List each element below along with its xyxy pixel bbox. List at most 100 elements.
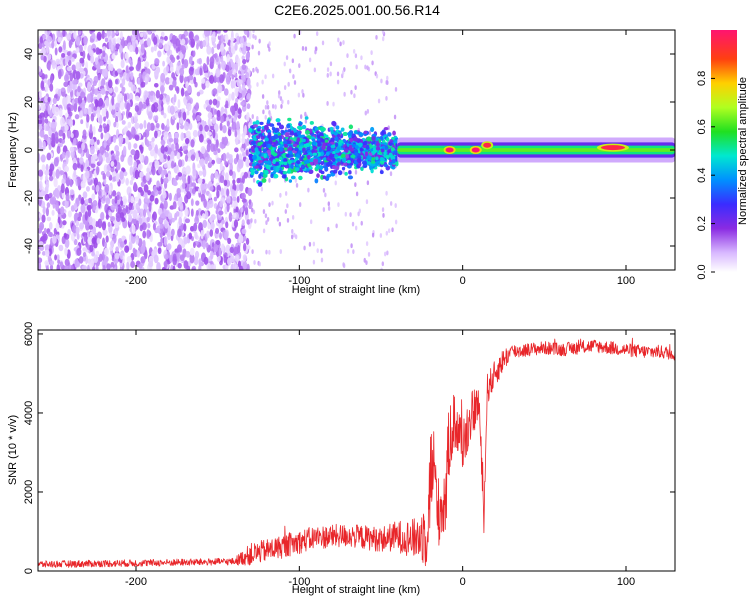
spectrogram-cell bbox=[225, 64, 230, 73]
spectrogram-cell bbox=[52, 235, 57, 244]
spectrogram-cell bbox=[67, 107, 71, 115]
spectrogram-cell bbox=[155, 122, 160, 129]
spectrogram-cell bbox=[90, 113, 95, 122]
spectrogram-cell bbox=[63, 97, 68, 106]
spectrogram-cell bbox=[48, 175, 54, 181]
spectrogram-cell bbox=[147, 111, 153, 120]
spectrogram-cell bbox=[108, 211, 113, 217]
spectrogram-cell bbox=[297, 92, 301, 98]
spectrogram-cell bbox=[64, 258, 70, 267]
spectrogram-cell bbox=[207, 139, 212, 145]
spectrogram-cell bbox=[38, 257, 43, 264]
spectrogram-cell bbox=[137, 163, 143, 171]
spectrogram-cell bbox=[334, 136, 339, 142]
spectrogram-cell bbox=[138, 198, 142, 206]
spectrogram-cell bbox=[162, 60, 166, 67]
spectrogram-cell bbox=[237, 260, 242, 268]
spectrogram-cell bbox=[280, 129, 285, 134]
spectrogram-cell bbox=[105, 235, 109, 243]
spectrogram-cell bbox=[95, 166, 100, 176]
spectrogram-cell bbox=[140, 181, 145, 188]
spectrogram-cell bbox=[217, 84, 223, 94]
spectrogram-cell bbox=[268, 41, 271, 47]
spectrogram-cell bbox=[350, 154, 356, 159]
spectrogram-cell bbox=[70, 264, 74, 270]
spectrogram-cell bbox=[233, 219, 239, 228]
spectrogram-cell bbox=[287, 81, 290, 87]
spectrogram-cell bbox=[106, 30, 111, 37]
spectrogram-cell bbox=[320, 248, 323, 254]
spectrogram-cell bbox=[74, 114, 80, 120]
spectrogram-cell bbox=[201, 213, 206, 219]
spectrogram-cell bbox=[144, 94, 148, 100]
spectrogram-cell bbox=[110, 42, 114, 52]
spectrogram-cell bbox=[366, 155, 372, 161]
spectrogram-cell bbox=[239, 182, 244, 192]
spectrogram-cell bbox=[230, 189, 236, 197]
spectrogram-cell bbox=[229, 169, 233, 176]
spectrogram-cell bbox=[40, 80, 45, 90]
spectrogram-cell bbox=[94, 141, 98, 150]
spectrogram-cell bbox=[221, 243, 225, 253]
spectrogram-cell bbox=[101, 221, 107, 231]
spectrogram-cell bbox=[279, 249, 283, 254]
spectrogram-cell bbox=[271, 103, 275, 109]
spectrogram-cell bbox=[250, 158, 254, 163]
spectrogram-cell bbox=[160, 213, 166, 219]
spectrogram-cell bbox=[390, 147, 395, 151]
spectrogram-cell bbox=[246, 78, 251, 86]
spectrogram-cell bbox=[88, 106, 92, 115]
spectrogram-cell bbox=[240, 42, 244, 48]
spectrogram-tone-center bbox=[397, 148, 675, 152]
spectrogram-cell bbox=[187, 85, 192, 94]
spectrogram-cell bbox=[163, 236, 168, 246]
spectrogram-cell bbox=[55, 222, 60, 231]
spectrogram-cell bbox=[268, 46, 271, 52]
spectrogram-cell bbox=[211, 46, 215, 55]
spectrogram-cell bbox=[349, 212, 352, 218]
spectrogram-peak bbox=[471, 147, 480, 153]
spectrogram-cell bbox=[68, 85, 73, 93]
spectrogram-cell bbox=[228, 93, 232, 102]
spectrogram-cell bbox=[180, 87, 185, 97]
spectrogram-cell bbox=[231, 74, 235, 80]
spectrogram-cell bbox=[316, 134, 321, 139]
spectrogram-cell bbox=[80, 196, 85, 205]
spectrogram-cell bbox=[386, 75, 389, 81]
spectrogram-cell bbox=[110, 108, 116, 116]
spectrogram-cell bbox=[175, 65, 180, 76]
spectrogram-cell bbox=[193, 241, 196, 249]
spectrogram-cell bbox=[102, 194, 106, 202]
spectrogram-cell bbox=[265, 164, 270, 170]
spectrogram-cell bbox=[68, 118, 73, 128]
spectrogram-cell bbox=[146, 122, 152, 132]
x-tick-label: 0 bbox=[460, 275, 466, 287]
spectrogram-cell bbox=[114, 51, 118, 56]
spectrogram-cell bbox=[198, 187, 201, 194]
spectrogram-cell bbox=[335, 172, 338, 178]
spectrogram-cell bbox=[164, 219, 169, 229]
spectrogram-cell bbox=[186, 102, 192, 112]
spectrogram-cell bbox=[236, 195, 240, 203]
spectrogram-cell bbox=[168, 77, 174, 85]
spectrogram-cell bbox=[308, 169, 314, 175]
spectrogram-cell bbox=[294, 147, 299, 152]
spectrogram-cell bbox=[198, 222, 203, 233]
spectrogram-cell bbox=[386, 250, 389, 256]
spectrogram-cell bbox=[94, 57, 99, 66]
spectrogram-cell bbox=[113, 121, 117, 128]
spectrogram-cell bbox=[169, 254, 173, 263]
spectrogram-cell bbox=[50, 121, 56, 129]
spectrogram-cell bbox=[199, 124, 203, 132]
spectrogram-cell bbox=[381, 261, 385, 267]
spectrogram-cell bbox=[336, 158, 341, 162]
spectrogram-cell bbox=[389, 171, 393, 177]
spectrogram-cell bbox=[198, 265, 202, 270]
spectrogram-cell bbox=[89, 138, 95, 146]
spectrogram-cell bbox=[227, 237, 232, 245]
spectrogram-cell bbox=[351, 221, 355, 227]
spectrogram-cell bbox=[271, 73, 275, 79]
spectrogram-cell bbox=[121, 86, 126, 93]
spectrogram-cell bbox=[153, 44, 158, 52]
spectrogram-cell bbox=[151, 103, 156, 113]
